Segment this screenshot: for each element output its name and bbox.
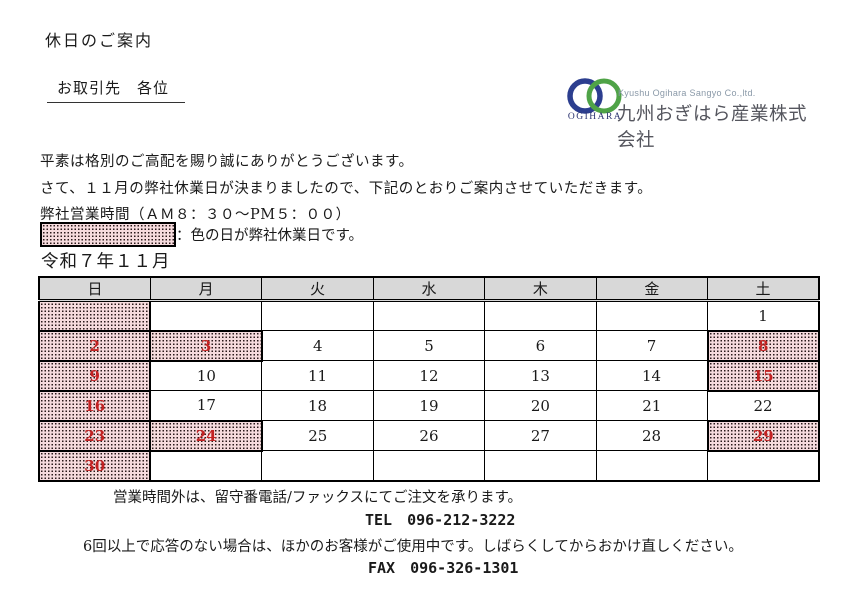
calendar-day-8: 8 xyxy=(706,329,821,362)
after-hours-note: 営業時間外は、留守番電話/ファックスにてご注文を承ります。 xyxy=(113,490,522,506)
calendar-empty-cell xyxy=(149,450,263,481)
calendar-day-6: 6 xyxy=(484,330,597,361)
calendar-week-row: 30 xyxy=(37,449,820,482)
holiday-legend: ：色の日が弊社休業日です。 xyxy=(40,221,363,247)
greeting-line: 平素は格別のご高配を賜り誠にありがとうございます。 xyxy=(40,154,414,170)
calendar-day-2: 2 xyxy=(37,329,152,362)
calendar-day-15: 15 xyxy=(706,359,821,392)
fax-number: FAX 096-326-1301 xyxy=(368,559,519,577)
calendar-day-20: 20 xyxy=(484,390,597,421)
calendar-day-23: 23 xyxy=(37,419,152,452)
weekday-header-row: 日月火水木金土 xyxy=(38,276,820,302)
weekday-header: 金 xyxy=(595,276,709,302)
calendar-day-22: 22 xyxy=(707,390,820,421)
calendar-week-row: 23 24 25 26 27 28 29 xyxy=(37,419,821,452)
calendar-day-9: 9 xyxy=(37,359,152,392)
november-calendar: 日月火水木金土 1 2 3 4 5 6 7 8 9 10 11 12 13 14 15 16 17 18 19 20 2… xyxy=(37,276,821,482)
calendar-day-27: 27 xyxy=(484,420,597,451)
company-name-english: Kyushu Ogihara Sangyo Co.,ltd. xyxy=(618,88,756,98)
page-title: 休日のご案内 xyxy=(45,31,154,50)
calendar-empty-cell xyxy=(372,450,486,481)
calendar-week-row: 1 xyxy=(37,299,820,332)
weekday-header: 水 xyxy=(372,276,486,302)
calendar-empty-cell xyxy=(261,300,374,331)
calendar-day-14: 14 xyxy=(595,360,709,391)
calendar-day-21: 21 xyxy=(595,390,709,421)
calendar-week-row: 9 10 11 12 13 14 15 xyxy=(37,359,821,392)
weekday-header: 月 xyxy=(149,276,263,302)
calendar-day-7: 7 xyxy=(595,330,709,361)
calendar-empty-cell xyxy=(149,300,263,331)
logo-wordmark: OGIHARA xyxy=(567,112,623,122)
holiday-legend-text: ：色の日が弊社休業日です。 xyxy=(176,227,364,244)
weekday-header: 土 xyxy=(707,276,820,302)
holiday-color-swatch xyxy=(40,221,176,247)
calendar-day-19: 19 xyxy=(372,390,486,421)
company-logo: OGIHARA Kyushu Ogihara Sangyo Co.,ltd. 九… xyxy=(563,76,823,150)
calendar-day-1: 1 xyxy=(707,300,820,331)
calendar-month-title: 令和７年１１月 xyxy=(41,252,171,272)
announcement-line: さて、１１月の弊社休業日が決まりましたので、下記のとおりご案内させていただきます… xyxy=(40,181,653,197)
calendar-week-row: 16 17 18 19 20 21 22 xyxy=(37,389,820,422)
calendar-day-28: 28 xyxy=(595,420,709,451)
recipient-line: お取引先 各位 xyxy=(47,77,186,103)
calendar-empty-cell xyxy=(484,450,597,481)
calendar-empty-cell xyxy=(595,450,709,481)
calendar-day-17: 17 xyxy=(149,390,263,421)
weekday-header: 火 xyxy=(261,276,374,302)
calendar-empty-cell xyxy=(595,300,709,331)
green-ring-icon xyxy=(586,78,622,114)
calendar-day-25: 25 xyxy=(261,420,374,451)
calendar-empty-cell xyxy=(484,300,597,331)
calendar-day-30: 30 xyxy=(37,449,152,482)
calendar-day-11: 11 xyxy=(261,360,374,391)
weekday-header: 木 xyxy=(484,276,597,302)
business-hours-line: 弊社営業時間（ＡＭ８：３０～PM５：００） xyxy=(40,207,351,223)
calendar-empty-cell xyxy=(372,300,486,331)
calendar-day-4: 4 xyxy=(261,330,374,361)
calendar-empty-cell xyxy=(37,299,152,332)
calendar-day-10: 10 xyxy=(149,360,263,391)
calendar-day-18: 18 xyxy=(261,390,374,421)
calendar-day-3: 3 xyxy=(149,329,263,362)
calendar-empty-cell xyxy=(261,450,374,481)
calendar-day-13: 13 xyxy=(484,360,597,391)
blue-ring-icon xyxy=(567,78,603,114)
calendar-day-12: 12 xyxy=(372,360,486,391)
busy-line-note: 6回以上で応答のない場合は、ほかのお客様がご使用中です。しばらくしてからおかけ直… xyxy=(83,539,743,555)
calendar-day-24: 24 xyxy=(149,419,263,452)
calendar-day-5: 5 xyxy=(372,330,486,361)
weekday-header: 日 xyxy=(38,276,151,302)
company-name-japanese: 九州おぎはら産業株式会社 xyxy=(617,103,808,150)
calendar-empty-cell xyxy=(707,450,820,481)
calendar-day-26: 26 xyxy=(372,420,486,451)
calendar-day-29: 29 xyxy=(706,419,821,452)
calendar-day-16: 16 xyxy=(37,389,152,422)
logo-rings-icon xyxy=(567,78,622,114)
tel-number: TEL 096-212-3222 xyxy=(365,511,516,529)
